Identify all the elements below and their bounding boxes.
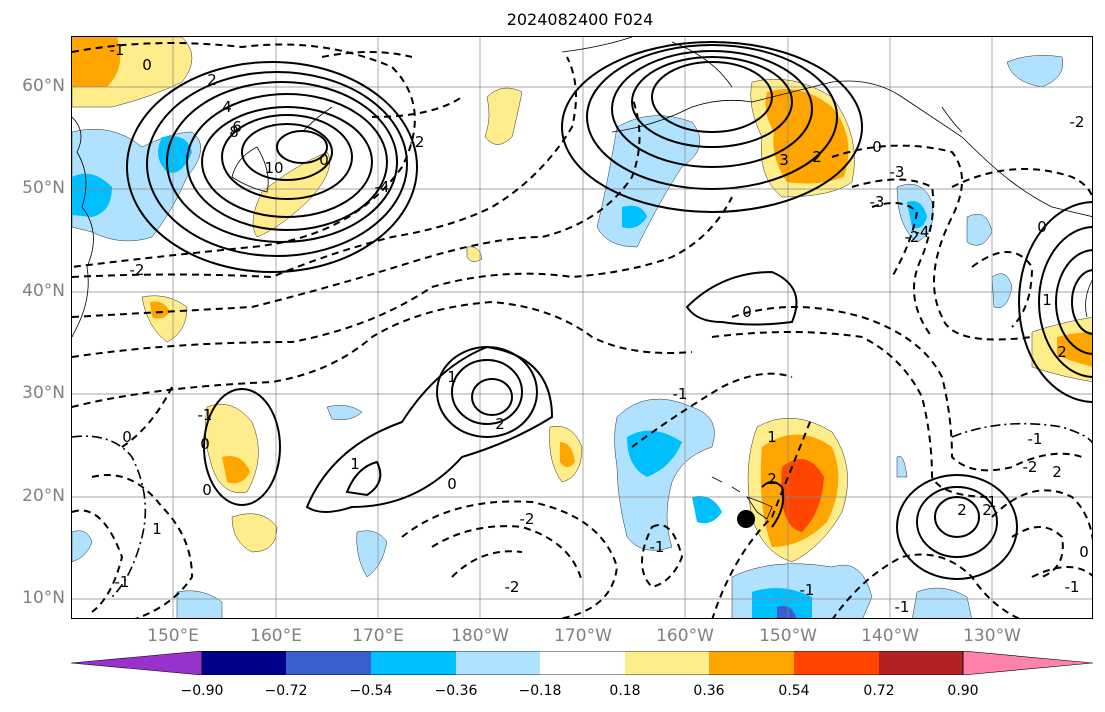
contour-label: 2 xyxy=(1052,463,1062,481)
contour-label: -2 xyxy=(505,578,520,596)
colorbar-bin xyxy=(794,651,879,675)
contour-label: 2 xyxy=(982,501,992,519)
colorbar-bin xyxy=(286,651,371,675)
contour-label: -2 xyxy=(130,261,145,279)
colorbar-tick-label: −0.90 xyxy=(180,683,224,699)
contour-label: 2 xyxy=(207,71,217,89)
lon-label: 170°E xyxy=(352,626,404,646)
colorbar-bin xyxy=(879,651,963,675)
contour-label: 0 xyxy=(447,475,457,493)
contour-label: -1 xyxy=(1028,430,1043,448)
contour-label: -3 xyxy=(870,193,885,211)
colorbar-extend-min xyxy=(70,650,203,676)
contour-label: -2 xyxy=(905,228,920,246)
contour-label: -1 xyxy=(198,406,213,424)
contour-label: -1 xyxy=(895,598,910,616)
map-canvas: -1 0 2 4 6 8 10 0 -2 -4 -2 -3 -2 3 2 0 -… xyxy=(72,37,1092,618)
contour-labels: -1 0 2 4 6 8 10 0 -2 -4 -2 -3 -2 3 2 0 -… xyxy=(110,41,1089,616)
contour-label: 0 xyxy=(319,151,329,169)
colorbar-bin xyxy=(709,651,794,675)
contour-label: 8 xyxy=(229,123,239,141)
contour-label: 10 xyxy=(264,159,283,177)
contour-label: 0 xyxy=(142,56,152,74)
storm-position-marker xyxy=(737,510,755,528)
lon-label: 160°W xyxy=(656,626,714,646)
contour-label: -3 xyxy=(890,163,905,181)
colorbar-tick-label: −0.54 xyxy=(349,683,393,699)
colorbar-tick-label: 0.18 xyxy=(609,683,641,699)
contour-label: 1 xyxy=(1042,291,1052,309)
lat-label: 30°N xyxy=(22,383,65,403)
contour-label: -1 xyxy=(673,385,688,403)
contour-label: 0 xyxy=(200,435,210,453)
lat-label: 40°N xyxy=(22,281,65,301)
contour-label: 0 xyxy=(872,138,882,156)
contour-label: 0 xyxy=(1079,543,1089,561)
lon-label: 160°E xyxy=(250,626,302,646)
contour-label: 0 xyxy=(202,481,212,499)
contour-label: 1 xyxy=(987,493,997,511)
contour-label: 2 xyxy=(767,470,777,488)
colorbar-tick-label: −0.36 xyxy=(434,683,478,699)
colorbar xyxy=(70,650,1095,679)
colorbar-tick-label: 0.72 xyxy=(863,683,895,699)
colorbar-tick-label: 0.90 xyxy=(947,683,979,699)
contour-label: 2 xyxy=(495,415,505,433)
lon-label: 130°W xyxy=(963,626,1021,646)
positive-contours xyxy=(126,41,1092,580)
contour-label: 2 xyxy=(1057,343,1067,361)
lat-label: 50°N xyxy=(22,178,65,198)
lon-label: 180°W xyxy=(451,626,509,646)
contour-label: -4 xyxy=(915,223,930,241)
contour-label: -1 xyxy=(115,573,130,591)
contour-label: -1 xyxy=(800,581,815,599)
colorbar-tick-label: −0.72 xyxy=(264,683,308,699)
colorbar-bin xyxy=(625,651,709,675)
lon-label: 140°W xyxy=(861,626,919,646)
contour-label: 0 xyxy=(1037,218,1047,236)
colorbar-bin xyxy=(371,651,456,675)
contour-label: -2 xyxy=(520,510,535,528)
contour-label: 6 xyxy=(232,118,242,136)
contour-label: -4 xyxy=(375,178,390,196)
lat-label: 10°N xyxy=(22,588,65,608)
colorbar-tick-label: 0.54 xyxy=(778,683,810,699)
colorbar-tick-label: −0.18 xyxy=(518,683,562,699)
contour-label: -2 xyxy=(1070,113,1085,131)
contour-label: 4 xyxy=(222,98,232,116)
contour-label: -2 xyxy=(1023,458,1038,476)
lon-label: 150°E xyxy=(147,626,199,646)
contour-label: 1 xyxy=(152,520,162,538)
contour-label: 1 xyxy=(350,455,360,473)
contour-label: 2 xyxy=(812,148,822,166)
dashdot-contours xyxy=(72,422,1092,598)
contour-label: 1 xyxy=(767,428,777,446)
contour-label: 0 xyxy=(122,428,132,446)
lon-label: 170°W xyxy=(554,626,612,646)
contour-label: -1 xyxy=(110,41,125,59)
colorbar-bin xyxy=(202,651,286,675)
contour-label: -1 xyxy=(1065,578,1080,596)
colorbar-bin xyxy=(540,651,625,675)
contour-label: 0 xyxy=(742,303,752,321)
lat-label: 60°N xyxy=(22,76,65,96)
colorbar-tick-label: 0.36 xyxy=(693,683,725,699)
negative-contours xyxy=(72,42,1092,618)
contour-label: 1 xyxy=(447,368,457,386)
lon-label: 150°W xyxy=(759,626,817,646)
lat-label: 20°N xyxy=(22,486,65,506)
contour-label: 3 xyxy=(779,151,789,169)
contour-label: 2 xyxy=(957,501,967,519)
colorbar-bin xyxy=(456,651,540,675)
map-title: 2024082400 F024 xyxy=(506,10,654,29)
map-panel: -1 0 2 4 6 8 10 0 -2 -4 -2 -3 -2 3 2 0 -… xyxy=(71,36,1093,619)
contour-label: -1 xyxy=(650,538,665,556)
contour-label: -2 xyxy=(410,133,425,151)
colorbar-extend-max xyxy=(962,650,1094,676)
